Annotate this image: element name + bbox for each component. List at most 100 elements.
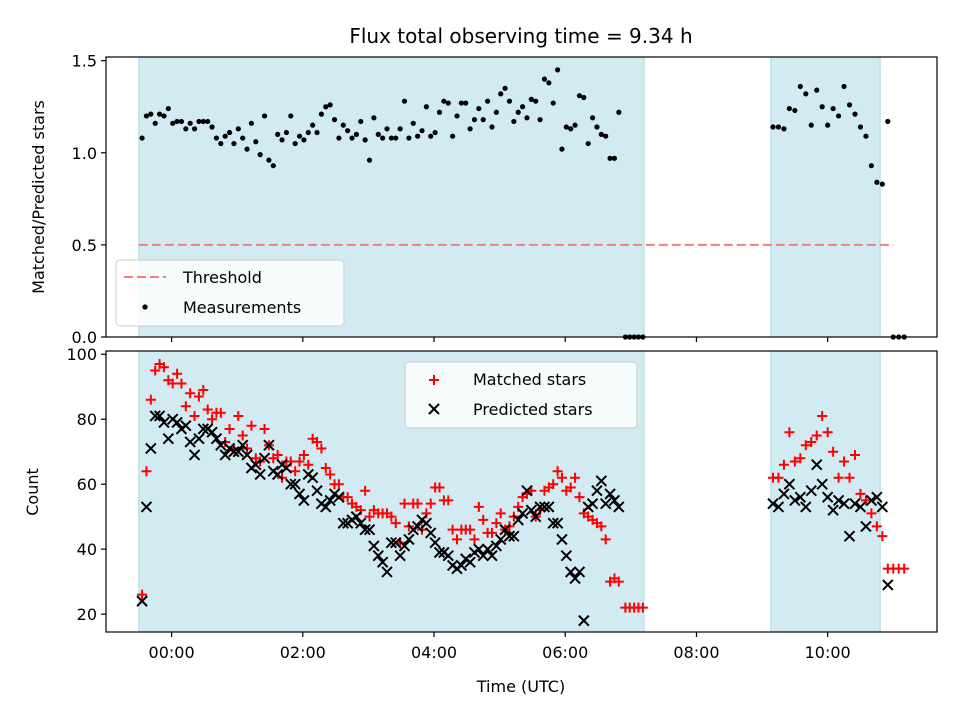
measurement-point [191,126,198,132]
measurement-point [143,113,150,119]
matched-star-point [784,427,795,438]
legend-matched-label: Matched stars [473,370,586,389]
predicted-star-point [162,433,175,445]
measurement-point [248,120,255,126]
measurement-point [362,137,368,143]
measurement-point [603,133,609,139]
measurement-point [528,96,534,102]
predicted-star-point [778,488,790,500]
measurement-point [371,115,377,121]
predicted-star-point [429,536,441,549]
measurement-point [336,135,342,141]
matched-star-point [259,423,270,434]
predicted-star-point [320,501,332,513]
measurement-point [546,80,552,86]
measurement-point [581,94,587,101]
predicted-star-point [355,517,367,529]
matched-star-point [844,472,855,483]
measurement-point [885,118,891,125]
measurement-point [611,155,618,161]
matched-star-point [833,472,844,483]
measurement-point [261,113,268,119]
matched-star-point [451,534,462,545]
bottom-legend: Matched stars Predicted stars [404,361,638,429]
observing-window-2 [770,56,881,338]
matched-star-point [486,527,497,538]
measurement-point [266,157,272,163]
predicted-star-point [838,497,850,510]
matched-star-point [548,479,559,490]
matched-star-point [320,462,331,473]
predicted-star-point [608,494,621,507]
measurement-point [489,124,495,130]
matched-star-point [150,365,161,376]
measurement-point [156,111,163,117]
matched-star-point [800,440,811,451]
predicted-star-point [171,416,183,429]
matched-star-point [570,472,581,483]
measurement-point [410,120,416,126]
predicted-star-point [564,566,577,578]
predicted-star-point [280,462,293,474]
matched-star-point [473,501,484,512]
x-axis-label: Time (UTC) [476,677,565,696]
measurement-point [275,131,281,137]
predicted-star-point [333,491,345,503]
measurement-point [524,115,530,121]
predicted-star-point [816,478,828,490]
measurement-point [401,98,408,104]
matched-star-point [193,391,204,402]
measurement-point [585,140,591,147]
matched-star-point [207,414,218,425]
measurement-point [476,105,482,112]
matched-star-point [478,514,489,525]
measurement-point [270,163,276,169]
matched-star-point [574,492,585,503]
legend-box [404,361,638,429]
matched-star-point [158,362,169,373]
measurement-point [244,146,250,152]
measurement-point [349,135,355,141]
matched-star-point [185,388,196,399]
y-tick-label: 20 [77,605,97,624]
predicted-star-point [800,501,812,513]
predicted-star-point [586,497,599,510]
predicted-star-point [363,523,376,536]
measurement-point [305,129,311,136]
predicted-star-point [390,536,402,549]
predicted-star-point [865,494,878,507]
measurement-point [148,111,154,117]
measurement-point [506,98,513,104]
measurement-point [161,113,167,119]
measurement-point [775,124,782,130]
predicted-star-point [372,549,384,562]
matched-star-point [795,453,806,464]
predicted-star-point [385,536,398,549]
x-tick-label: 10:00 [805,643,851,662]
measurement-point [533,98,539,104]
matched-star-point [491,518,502,529]
matched-star-point [849,449,860,460]
matched-star-point [552,466,563,477]
predicted-star-point [821,491,834,503]
predicted-star-point [241,449,253,461]
matched-star-point [778,459,789,470]
measurement-point [436,109,443,115]
predicted-star-point [250,458,262,471]
measurement-point [139,135,145,141]
measurement-point [576,93,583,99]
matched-star-point [495,508,506,519]
measurement-point [345,128,351,134]
measurement-point [441,98,447,104]
predicted-star-point [271,468,284,481]
measurement-point [463,100,469,106]
measurement-point [563,124,569,130]
measurement-point [205,118,211,125]
measurement-point [607,155,613,161]
matched-star-point [325,469,336,480]
y-tick-label: 0.0 [72,328,97,347]
measurement-point [589,115,596,121]
predicted-star-point [767,497,779,510]
measurement-point [559,146,565,152]
matched-star-point [871,521,882,532]
